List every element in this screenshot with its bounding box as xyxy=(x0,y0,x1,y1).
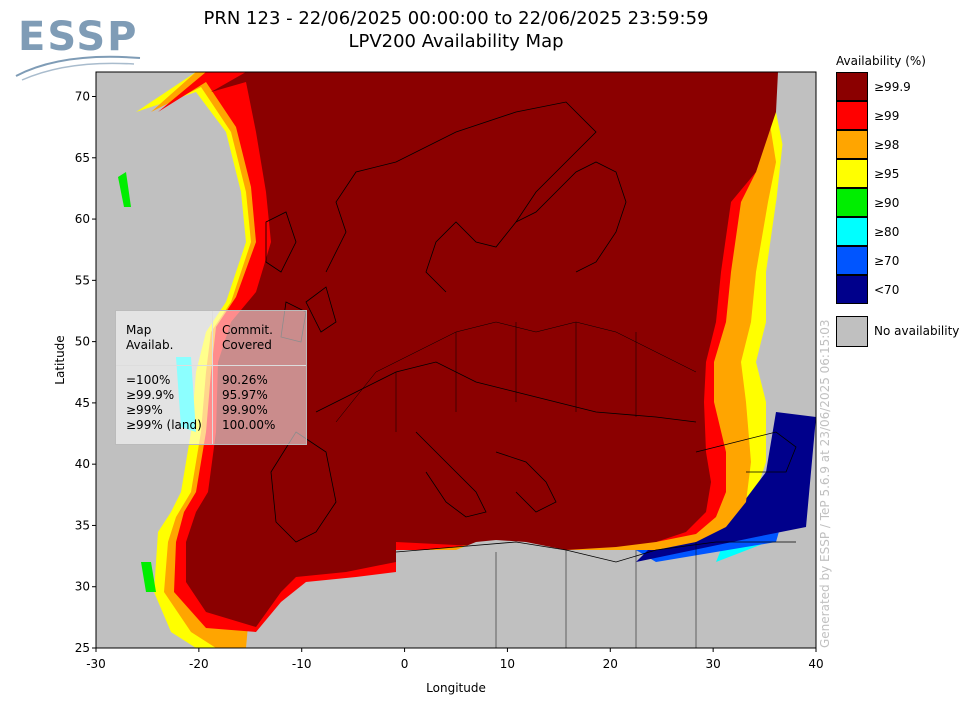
logo-swoosh-icon xyxy=(15,55,141,81)
map-title: PRN 123 - 22/06/2025 00:00:00 to 22/06/2… xyxy=(203,8,709,29)
legend-label: ≥99.9 xyxy=(874,80,911,94)
legend-swatch xyxy=(836,246,868,275)
stats-covered-value: 100.00% xyxy=(222,418,276,432)
legend-swatch xyxy=(836,72,868,101)
legend-label: ≥98 xyxy=(874,138,900,152)
legend-label: <70 xyxy=(874,283,900,297)
legend-swatch xyxy=(836,159,868,188)
x-axis-label: Longitude xyxy=(426,681,486,695)
x-tick-label: -30 xyxy=(86,657,106,671)
no-availability-africa xyxy=(396,540,636,648)
logo-text: ESSP xyxy=(18,14,139,60)
map-subtitle: LPV200 Availability Map xyxy=(348,31,564,52)
legend-label: ≥99 xyxy=(874,109,900,123)
legend-no-availability-label: No availability xyxy=(874,324,960,338)
y-tick-label: 70 xyxy=(75,90,90,104)
x-tick-label: 40 xyxy=(808,657,823,671)
y-tick-label: 40 xyxy=(75,457,90,471)
stats-header-left: Map Availab. xyxy=(126,323,174,352)
stats-levels: =100% ≥99.9% ≥99% ≥99% (land) xyxy=(126,373,202,433)
y-tick-label: 50 xyxy=(75,335,90,349)
legend-no-availability-swatch xyxy=(836,316,868,347)
legend-title: Availability (%) xyxy=(836,54,926,68)
y-tick-label: 45 xyxy=(75,396,90,410)
y-tick-label: 55 xyxy=(75,273,90,287)
coverage-stats-box: Map Availab. Commit. Covered =100% ≥99.9… xyxy=(115,310,307,445)
stats-covered: 90.26% 95.97% 99.90% 100.00% xyxy=(222,373,275,433)
legend-swatch xyxy=(836,217,868,246)
x-tick-label: 20 xyxy=(603,657,618,671)
x-tick-label: -20 xyxy=(189,657,209,671)
y-tick-label: 35 xyxy=(75,518,90,532)
legend-label: ≥90 xyxy=(874,196,900,210)
stats-covered-value: 90.26% xyxy=(222,373,268,387)
stats-covered-value: 99.90% xyxy=(222,403,268,417)
stats-level: ≥99% (land) xyxy=(126,418,202,432)
legend-label: ≥70 xyxy=(874,254,900,268)
y-tick-label: 30 xyxy=(75,580,90,594)
y-tick-label: 60 xyxy=(75,212,90,226)
generated-by-note: Generated by ESSP / TeP 5.6.9 at 23/06/2… xyxy=(818,319,832,648)
x-tick-label: -10 xyxy=(292,657,312,671)
x-tick-label: 30 xyxy=(706,657,721,671)
legend-swatch xyxy=(836,275,868,304)
essp-logo xyxy=(12,14,142,84)
legend-label: ≥80 xyxy=(874,225,900,239)
stats-header-right: Commit. Covered xyxy=(222,323,273,352)
y-tick-label: 65 xyxy=(75,151,90,165)
legend-swatch xyxy=(836,188,868,217)
legend-label: ≥95 xyxy=(874,167,900,181)
stats-level: =100% xyxy=(126,373,171,387)
x-tick-label: 10 xyxy=(500,657,515,671)
y-axis-label: Latitude xyxy=(53,335,67,384)
stats-level: ≥99% xyxy=(126,403,163,417)
x-tick-label: 0 xyxy=(401,657,409,671)
stats-covered-value: 95.97% xyxy=(222,388,268,402)
stats-level: ≥99.9% xyxy=(126,388,175,402)
legend-swatch xyxy=(836,101,868,130)
legend-swatch xyxy=(836,130,868,159)
y-tick-label: 25 xyxy=(75,641,90,655)
